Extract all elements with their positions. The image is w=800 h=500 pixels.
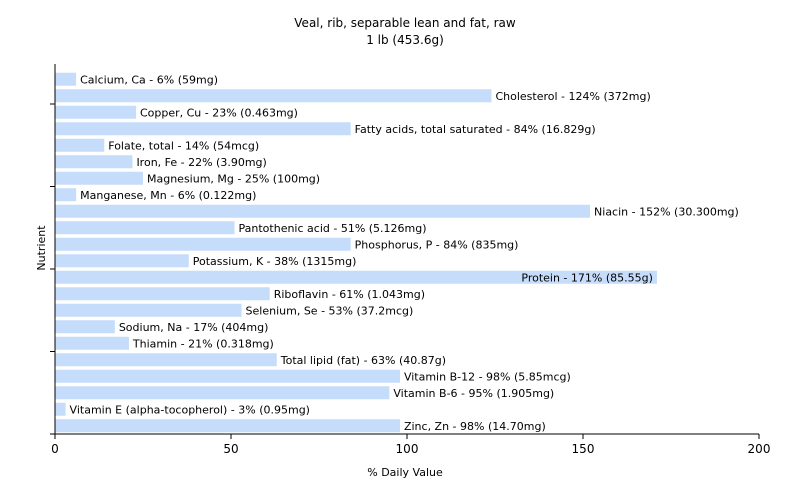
y-axis-title: Nutrient [35, 225, 48, 271]
bars-group [55, 72, 657, 433]
bar [55, 386, 390, 400]
bar [55, 122, 351, 136]
bar-label: Niacin - 152% (30.300mg) [594, 205, 739, 218]
bar-label: Zinc, Zn - 98% (14.70mg) [404, 420, 546, 433]
bar [55, 188, 77, 202]
bar [55, 72, 77, 86]
x-tick-label: 200 [748, 442, 771, 456]
bar-label: Iron, Fe - 22% (3.90mg) [136, 156, 266, 169]
bar-label: Cholesterol - 124% (372mg) [495, 90, 650, 103]
bar-label: Potassium, K - 38% (1315mg) [193, 255, 357, 268]
bar [55, 369, 400, 383]
bar [55, 204, 591, 218]
bar [55, 270, 657, 284]
chart-title: Veal, rib, separable lean and fat, raw [294, 16, 516, 30]
bar [55, 155, 133, 169]
chart-subtitle: 1 lb (453.6g) [366, 33, 444, 47]
x-tick-label: 100 [396, 442, 419, 456]
bar [55, 287, 270, 301]
bar-label: Manganese, Mn - 6% (0.122mg) [80, 189, 256, 202]
bar [55, 89, 492, 103]
bar-label: Calcium, Ca - 6% (59mg) [80, 73, 218, 86]
bar [55, 138, 105, 152]
bar-label: Thiamin - 21% (0.318mg) [132, 337, 274, 350]
bar-label: Folate, total - 14% (54mcg) [108, 139, 259, 152]
bar [55, 320, 115, 334]
x-tick-label: 50 [223, 442, 238, 456]
bar-label: Copper, Cu - 23% (0.463mg) [140, 106, 298, 119]
bar-label: Selenium, Se - 53% (37.2mcg) [246, 304, 414, 317]
bar-label: Vitamin E (alpha-tocopherol) - 3% (0.95m… [70, 403, 310, 416]
x-axis-title: % Daily Value [367, 466, 443, 479]
bar [55, 171, 143, 185]
bar-label: Vitamin B-12 - 98% (5.85mcg) [404, 370, 571, 383]
bar-label: Protein - 171% (85.55g) [521, 271, 653, 284]
bar [55, 336, 129, 350]
bar-label: Phosphorus, P - 84% (835mg) [355, 238, 519, 251]
bar-label: Riboflavin - 61% (1.043mg) [274, 288, 425, 301]
bar-label: Sodium, Na - 17% (404mg) [119, 321, 269, 334]
bar-label: Fatty acids, total saturated - 84% (16.8… [355, 123, 596, 136]
bar [55, 237, 351, 251]
bar-label: Total lipid (fat) - 63% (40.87g) [280, 354, 446, 367]
bar-label: Vitamin B-6 - 95% (1.905mg) [393, 387, 554, 400]
bar-label: Pantothenic acid - 51% (5.126mg) [239, 222, 427, 235]
bar-label: Magnesium, Mg - 25% (100mg) [147, 172, 320, 185]
bar [55, 353, 277, 367]
bar [55, 419, 400, 433]
bar [55, 221, 235, 235]
bar [55, 402, 66, 416]
x-tick-label: 150 [572, 442, 595, 456]
bar [55, 254, 189, 268]
bar [55, 105, 136, 119]
bar [55, 303, 242, 317]
axes-group: 0 50 100 150 200 [50, 64, 770, 456]
x-tick-label: 0 [51, 442, 59, 456]
bar-labels-group: Calcium, Ca - 6% (59mg) Cholesterol - 124… [70, 73, 739, 433]
